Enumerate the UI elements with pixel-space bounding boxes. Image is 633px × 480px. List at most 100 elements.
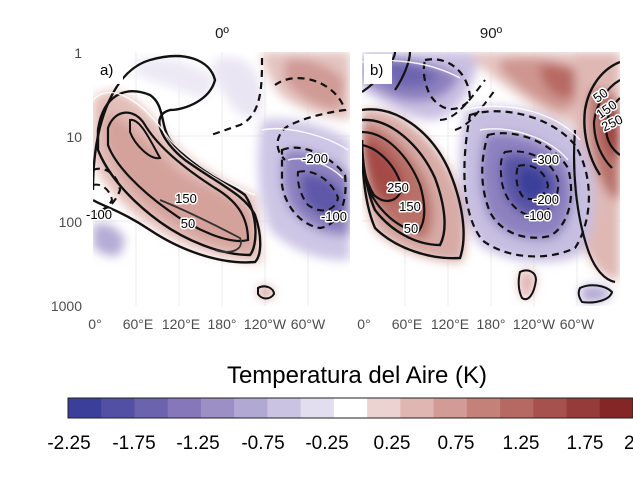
panel-b: b) 90º 250 150 50 -300 -200 -100 50 150 … (357, 25, 627, 332)
panel-a-xtick-60w: 60°W (291, 316, 326, 332)
colorbar-swatch-9 (333, 398, 368, 418)
panel-b-contour-neg-b6 (439, 79, 496, 131)
panel-b-contour-labels: 250 150 50 -300 -200 -100 50 150 250 (386, 84, 627, 238)
panel-b-xtick-120e: 120°E (431, 316, 469, 332)
panel-a-xtick-120e: 120°E (162, 316, 200, 332)
panel-a-ytick-10: 10 (66, 129, 82, 145)
colorbar-tick-8: 1.25 (503, 433, 540, 454)
panel-a-clabel-50: 50 (181, 216, 195, 231)
colorbar-tick-6: 0.25 (374, 433, 411, 454)
panel-a-white-contours (93, 91, 349, 196)
colorbar-swatches (68, 398, 633, 418)
colorbar-swatch-16 (566, 398, 601, 418)
panel-a-contours (93, 54, 349, 300)
panel-a-contour-inner (129, 118, 162, 160)
colorbar-swatch-17 (599, 398, 633, 418)
panel-b-contour-neg-b5 (515, 164, 550, 201)
colorbar-tick-4: -0.75 (241, 433, 284, 454)
colorbar: Temperatura del Aire (K) -2.25 -1.75 -1.… (47, 362, 633, 454)
colorbar-tick-3: -1.25 (176, 433, 219, 454)
panel-b-xticks: 0° 60°E 120°E 180° 120°W 60°W (357, 316, 595, 332)
panel-a-xtick-0: 0° (88, 316, 101, 332)
colorbar-tick-7: 0.75 (438, 433, 475, 454)
panel-b-blob1-outline (517, 269, 538, 300)
colorbar-swatch-1 (68, 398, 102, 418)
panel-a-clabel-neg200: -200 (302, 151, 328, 166)
panel-b-contour-neg-b1 (422, 58, 472, 111)
colorbar-frame (67, 397, 633, 419)
colorbar-tick-5: -0.25 (305, 433, 348, 454)
panel-b-clabel-50: 50 (404, 221, 418, 236)
panel-b-blob2-outline (577, 284, 614, 304)
colorbar-tick-1: -2.25 (47, 433, 90, 454)
panel-b-clabel-neg200: -200 (533, 192, 559, 207)
colorbar-swatch-10 (367, 398, 401, 418)
colorbar-swatch-11 (400, 398, 435, 418)
colorbar-swatch-8 (300, 398, 335, 418)
panel-b-label-box (364, 54, 392, 84)
panel-a-contour-neg-a3 (280, 146, 347, 230)
panel-a-shading (93, 52, 350, 299)
panel-a-yticks: 1 10 100 1000 (51, 45, 82, 314)
panel-a-ytick-1: 1 (74, 45, 82, 61)
panel-a-contour-labels: 150 50 -200 -100 -100 (84, 150, 348, 233)
panel-a-contour-150 (106, 111, 250, 243)
panel-b-contour-pos-right2 (592, 79, 620, 169)
panel-b-xtick-60w: 60°W (560, 316, 595, 332)
colorbar-swatch-2 (101, 398, 135, 418)
panel-b-contour-neg-b3 (481, 132, 573, 239)
panel-b-clabel-neg100: -100 (525, 208, 551, 223)
panel-a-label-box (95, 54, 123, 84)
panel-a-contour-200 (159, 199, 242, 253)
panel-b-contours (362, 52, 620, 304)
colorbar-swatch-14 (500, 398, 534, 418)
panel-a-ytick-1000: 1000 (51, 298, 82, 314)
colorbar-swatch-5 (200, 398, 235, 418)
panel-b-contour-250 (362, 143, 404, 202)
panel-a-contour-100 (96, 90, 257, 257)
colorbar-swatch-15 (533, 398, 568, 418)
colorbar-swatch-13 (466, 398, 501, 418)
colorbar-tick-2: -1.75 (112, 433, 155, 454)
panel-a-xticks: 0° 60°E 120°E 180° 120°W 60°W (88, 316, 326, 332)
panel-b-clabel-250: 250 (387, 180, 409, 195)
colorbar-tick-10: 2 (624, 433, 633, 454)
panel-a-label: a) (100, 62, 113, 79)
panel-a-title: 0º (215, 25, 229, 42)
panel-a-blob-outline (257, 285, 276, 300)
colorbar-swatch-4 (167, 398, 202, 418)
panel-a-contour-neg-a5 (93, 167, 122, 217)
panel-b-contour-100 (362, 118, 446, 247)
panel-b-contour-50 (362, 108, 465, 260)
colorbar-tick-9: 1.75 (567, 433, 604, 454)
panel-a-contour-50 (93, 54, 262, 264)
panel-a-contour-neg-a6 (93, 183, 114, 213)
panel-b-clabel-150: 150 (399, 199, 421, 214)
panel-a-contour-neg-a1 (209, 57, 264, 137)
panel-a-xtick-120w: 120°W (244, 316, 287, 332)
panel-b-clabel-neg300: -300 (533, 152, 559, 167)
panel-b-contour-pos-right3 (604, 97, 620, 156)
panel-a-clabel-150: 150 (175, 191, 197, 206)
panel-b-xtick-180: 180° (477, 316, 506, 332)
panel-b-contour-neg-b4 (499, 150, 560, 218)
panel-b-title: 90º (480, 25, 503, 42)
colorbar-swatch-6 (234, 398, 268, 418)
panel-b-xtick-120w: 120°W (513, 316, 556, 332)
panel-a-clabel-neg100-right: -100 (321, 209, 347, 224)
colorbar-ticks: -2.25 -1.75 -1.25 -0.75 -0.25 0.25 0.75 … (47, 433, 633, 454)
panel-a-xtick-60e: 60°E (123, 316, 154, 332)
colorbar-swatch-7 (267, 398, 302, 418)
panel-b-label: b) (370, 62, 383, 79)
colorbar-swatch-12 (433, 398, 468, 418)
panel-a-clabel-neg100-left: -100 (86, 207, 112, 222)
panel-b-contour-pos-right1 (583, 60, 620, 176)
panel-a-ytick-100: 100 (59, 214, 83, 230)
panel-b-xtick-0: 0° (357, 316, 370, 332)
panel-b-xtick-60e: 60°E (392, 316, 423, 332)
colorbar-title: Temperatura del Aire (K) (227, 362, 487, 389)
panel-a-contour-neg-a4 (296, 170, 340, 212)
panel-b-contour-neg-b2 (463, 110, 590, 258)
panel-a-xtick-180: 180° (208, 316, 237, 332)
